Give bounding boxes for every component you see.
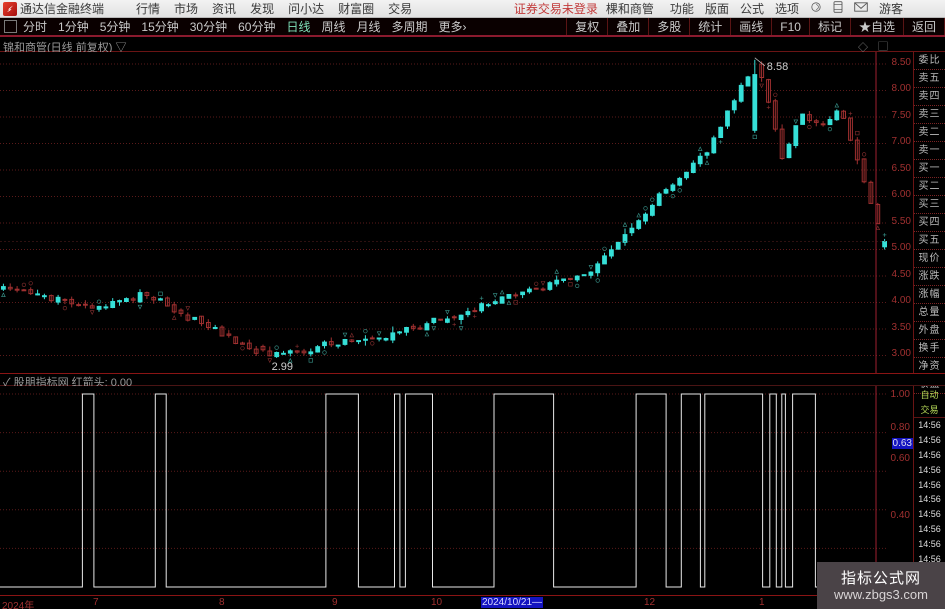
svg-text:8.58: 8.58	[767, 61, 788, 73]
svg-text:2.99: 2.99	[272, 361, 293, 373]
